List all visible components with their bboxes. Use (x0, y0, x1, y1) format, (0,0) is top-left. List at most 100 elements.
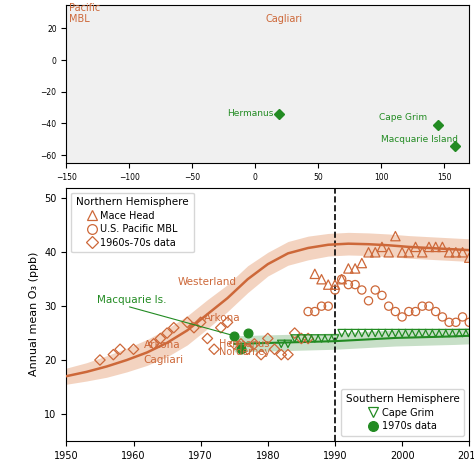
Point (284, 351, 292, 358)
Point (372, 248, 379, 256)
Point (365, 329, 372, 337)
Point (244, 346, 252, 353)
Point (378, 329, 386, 337)
Point (170, 324, 178, 331)
Point (438, 243, 446, 251)
Point (372, 329, 379, 337)
Point (130, 346, 137, 353)
Text: Macquarie Is.: Macquarie Is. (97, 295, 166, 305)
Point (459, 248, 466, 256)
Text: Cagliari: Cagliari (144, 355, 184, 365)
Point (277, 351, 285, 358)
Point (311, 308, 319, 315)
Point (331, 281, 339, 288)
Point (365, 297, 372, 305)
Point (318, 335, 325, 342)
Point (325, 335, 332, 342)
Point (304, 335, 312, 342)
Point (358, 259, 365, 267)
Point (419, 329, 426, 337)
Point (438, 329, 446, 337)
Point (164, 329, 171, 337)
Text: Cape Grim: Cape Grim (379, 113, 427, 122)
Point (425, 302, 433, 310)
Point (257, 351, 265, 358)
Point (304, 308, 312, 315)
Point (338, 275, 346, 283)
Point (378, 243, 386, 251)
Point (419, 248, 426, 256)
Point (385, 248, 392, 256)
Point (452, 248, 460, 256)
Point (432, 308, 439, 315)
Text: Hermanus: Hermanus (219, 338, 270, 348)
Point (445, 319, 453, 326)
Point (345, 264, 352, 272)
Point (385, 329, 392, 337)
Point (438, 313, 446, 321)
Point (445, 329, 453, 337)
Point (116, 346, 124, 353)
Point (331, 335, 339, 342)
Point (465, 329, 473, 337)
Point (358, 286, 365, 294)
Text: Macquarie Island: Macquarie Island (381, 136, 458, 145)
Point (425, 243, 433, 251)
Point (230, 340, 238, 347)
Point (405, 308, 413, 315)
Point (325, 302, 332, 310)
Point (432, 243, 439, 251)
Point (298, 335, 305, 342)
Point (237, 346, 245, 353)
Point (237, 340, 245, 347)
Point (190, 324, 198, 331)
Point (345, 281, 352, 288)
Point (230, 332, 238, 339)
Y-axis label: Annual mean O₃ (ppb): Annual mean O₃ (ppb) (29, 252, 39, 376)
Point (392, 329, 399, 337)
Point (291, 335, 299, 342)
Point (271, 346, 278, 353)
Point (304, 335, 312, 342)
Text: Hermanus: Hermanus (228, 109, 274, 118)
Point (96, 356, 104, 364)
Point (325, 281, 332, 288)
Point (291, 329, 299, 337)
Text: Arkona: Arkona (204, 313, 241, 323)
Point (251, 340, 258, 347)
Point (156, 335, 164, 342)
Text: Arkona: Arkona (144, 340, 180, 350)
Point (345, 329, 352, 337)
Point (392, 308, 399, 315)
Point (217, 324, 225, 331)
Text: Norderney: Norderney (219, 346, 271, 356)
Point (452, 319, 460, 326)
Point (398, 248, 406, 256)
Point (224, 319, 231, 326)
Point (331, 286, 339, 294)
Point (183, 319, 191, 326)
Point (419, 302, 426, 310)
Legend: Cape Grim, 1970s data: Cape Grim, 1970s data (341, 390, 465, 436)
Point (109, 351, 117, 358)
Point (311, 335, 319, 342)
Point (318, 275, 325, 283)
Point (298, 335, 305, 342)
Point (412, 243, 419, 251)
Point (338, 329, 346, 337)
Point (445, 248, 453, 256)
Point (398, 313, 406, 321)
Text: Westerland: Westerland (177, 277, 236, 287)
Point (412, 329, 419, 337)
Point (318, 302, 325, 310)
Point (150, 340, 157, 347)
Point (459, 313, 466, 321)
Point (465, 254, 473, 262)
Point (412, 308, 419, 315)
Point (264, 335, 272, 342)
Point (385, 302, 392, 310)
Point (372, 286, 379, 294)
Point (392, 232, 399, 240)
Point (432, 329, 439, 337)
Point (398, 329, 406, 337)
